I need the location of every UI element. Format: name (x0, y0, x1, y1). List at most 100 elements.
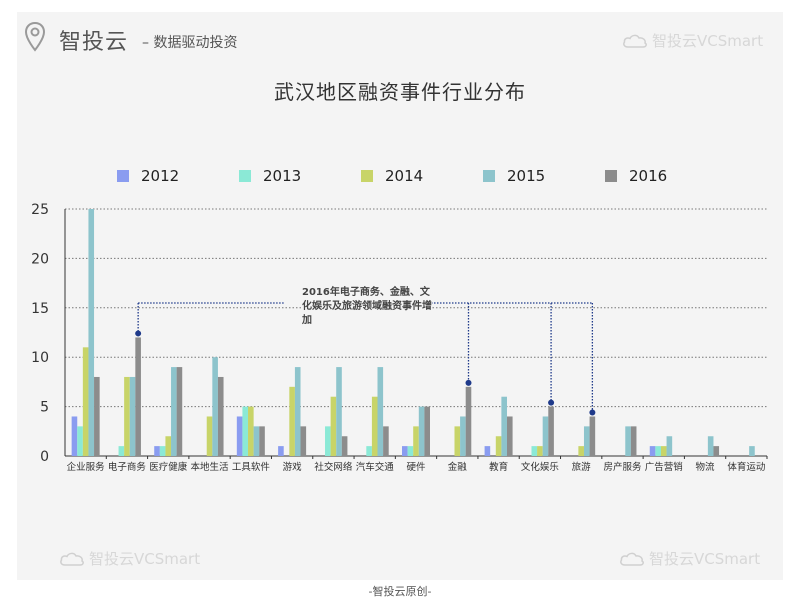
chart-title: 武汉地区融资事件行业分布 (274, 80, 526, 104)
bar-2014 (330, 396, 337, 456)
legend-swatch (483, 170, 495, 182)
x-tick-label: 电子商务 (108, 461, 147, 473)
bar-2016 (713, 446, 720, 456)
legend-label: 2012 (141, 167, 179, 185)
bar-2014 (660, 446, 667, 456)
annotation-marker (589, 409, 596, 416)
bar-2015 (583, 426, 590, 456)
bar-2015 (418, 406, 425, 456)
legend-label: 2015 (507, 167, 545, 185)
x-tick-label: 社交网络 (314, 461, 353, 473)
watermark: 智投云VCSmart (619, 548, 760, 569)
bar-2015 (377, 367, 384, 456)
annotation-marker (135, 330, 142, 337)
annotation-text: 2016年电子商务、金融、文化娱乐及旅游领域融资事件增加 (302, 286, 432, 328)
chart-panel: 智投云 – 数据驱动投资 智投云VCSmart 武汉地区融资事件行业分布 智投云… (17, 12, 783, 580)
x-tick-label: 工具软件 (232, 461, 271, 473)
brand-name: 智投云 (59, 30, 129, 55)
bar-2013 (407, 446, 414, 456)
bar-2013 (159, 446, 166, 456)
y-tick-label: 20 (31, 251, 49, 267)
bar-2015 (88, 209, 95, 456)
bar-2016 (383, 426, 389, 456)
x-tick-label: 医疗健康 (149, 461, 188, 473)
bar-2013 (77, 426, 83, 456)
bar-2013 (325, 426, 331, 456)
bar-2014 (124, 376, 130, 456)
bar-2014 (537, 446, 543, 456)
x-tick-label: 游戏 (283, 461, 303, 473)
x-tick-label: 企业服务 (67, 461, 106, 473)
bar-2015 (542, 416, 549, 456)
x-tick-label: 教育 (489, 461, 508, 473)
watermark-text: 智投云VCSmart (89, 550, 201, 568)
bar-2015 (460, 416, 466, 456)
x-tick-label: 硬件 (406, 461, 426, 473)
legend-swatch (361, 170, 373, 182)
watermark-text: 智投云VCSmart (652, 32, 764, 50)
legend-swatch (605, 170, 617, 182)
y-tick-label: 10 (31, 350, 49, 366)
x-tick-label: 旅游 (572, 461, 592, 473)
annotation-marker (548, 399, 555, 406)
bar-2015 (294, 367, 301, 456)
bar-2016 (135, 337, 141, 456)
bar-2012 (154, 446, 160, 456)
bar-2016 (589, 416, 596, 456)
y-tick-label: 5 (40, 400, 49, 416)
x-tick-label: 物流 (696, 461, 716, 473)
footer-credit: -智投云原创- (368, 585, 432, 598)
bar-2015 (666, 436, 673, 456)
bar-2014 (578, 446, 584, 456)
bar-2012 (278, 446, 284, 456)
legend-swatch (117, 170, 129, 182)
legend-label: 2013 (263, 167, 301, 185)
bar-2013 (242, 406, 249, 456)
bar-2016 (424, 406, 430, 456)
bar-2013 (366, 446, 372, 456)
bar-2012 (402, 446, 408, 456)
x-tick-label: 金融 (448, 461, 468, 473)
bar-2016 (217, 376, 224, 456)
bar-2016 (300, 426, 307, 456)
legend-label: 2014 (385, 167, 423, 185)
bar-2016 (465, 386, 472, 456)
bar-2015 (212, 357, 218, 456)
cloud-logo-icon (620, 552, 644, 566)
y-tick-label: 0 (40, 449, 49, 465)
bar-2012 (236, 416, 243, 456)
cloud-logo-icon (60, 552, 84, 566)
bar-2015 (749, 446, 755, 456)
bar-2012 (484, 446, 491, 456)
x-tick-label: 房产服务 (603, 461, 642, 473)
bar-2013 (655, 446, 661, 456)
y-tick-label: 15 (31, 301, 49, 317)
bar-2014 (206, 416, 213, 456)
bar-2016 (341, 436, 348, 456)
legend-label: 2016 (629, 167, 667, 185)
bar-2015 (336, 367, 342, 456)
bar-2016 (506, 416, 513, 456)
x-tick-label: 广告营销 (645, 461, 684, 473)
bar-2015 (171, 367, 177, 456)
bar-2016 (176, 367, 183, 456)
bar-2015 (625, 426, 631, 456)
watermark-text: 智投云VCSmart (649, 550, 761, 568)
bar-2015 (129, 376, 136, 456)
bar-2014 (495, 436, 502, 456)
annotation-marker (465, 379, 472, 386)
bar-2016 (548, 406, 554, 456)
x-tick-label: 体育运动 (727, 461, 765, 473)
bar-2014 (248, 406, 254, 456)
x-tick-label: 本地生活 (191, 461, 230, 473)
bar-2013 (118, 446, 125, 456)
bar-2015 (501, 396, 507, 456)
cloud-logo-icon (623, 34, 647, 48)
bar-2014 (413, 426, 419, 456)
watermark: 智投云VCSmart (622, 30, 763, 51)
legend-swatch (239, 170, 251, 182)
bar-2014 (454, 426, 461, 456)
brand-tagline: – 数据驱动投资 (142, 35, 238, 51)
bar-2016 (259, 426, 265, 456)
bar-2012 (71, 416, 78, 456)
